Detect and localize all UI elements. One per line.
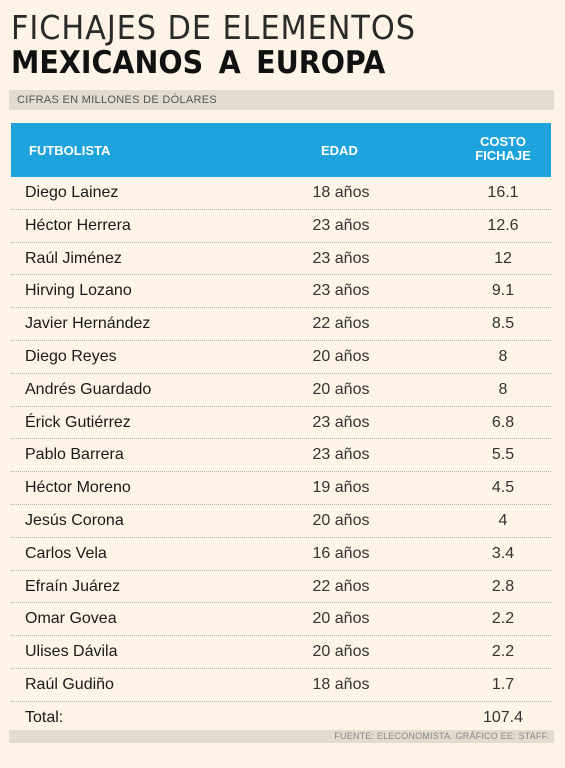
player-name: Pablo Barrera [25, 446, 124, 464]
transfer-cost: 12 [494, 249, 512, 267]
transfer-cost: 4.5 [491, 479, 515, 497]
player-name: Andrés Guardado [25, 380, 152, 398]
player-name: Diego Reyes [25, 347, 117, 365]
transfer-cost: 8.5 [491, 315, 515, 333]
transfer-cost: 3.4 [491, 544, 515, 562]
table-row: Diego Lainez 18 años 16.1 [11, 177, 551, 210]
table-header: FUTBOLISTA EDAD COSTO FICHAJE [11, 123, 551, 177]
transfer-table: FUTBOLISTA EDAD COSTO FICHAJE Diego Lain… [11, 123, 551, 734]
table-row: Raúl Jiménez 23 años 12 [11, 243, 551, 276]
header-cost-line1: COSTO [480, 134, 526, 149]
player-name: Omar Govea [25, 610, 117, 628]
table-row: Diego Reyes 20 años 8 [11, 341, 551, 374]
player-name: Efraín Juárez [25, 577, 121, 595]
player-name: Diego Lainez [25, 184, 119, 201]
player-name: Héctor Herrera [25, 216, 131, 234]
table-row: Hirving Lozano 23 años 9.1 [11, 275, 551, 309]
player-age: 18 años [312, 675, 370, 693]
player-age: 23 años [312, 413, 370, 431]
subtitle: CIFRAS EN MILLONES DE DÓLARES [17, 94, 218, 106]
player-age: 19 años [312, 479, 370, 497]
header-player: FUTBOLISTA [29, 143, 111, 158]
table-row: Carlos Vela 16 años 3.4 [11, 538, 551, 571]
transfer-cost: 6.8 [491, 413, 515, 431]
player-age: 18 años [312, 184, 370, 201]
table-row: Pablo Barrera 23 años 5.5 [11, 439, 551, 473]
table-row: Jesús Corona 20 años 4 [11, 505, 551, 538]
transfer-cost: 8 [498, 380, 508, 398]
transfer-cost: 1.7 [491, 675, 515, 693]
table-row: Ulises Dávila 20 años 2.2 [11, 636, 551, 669]
player-name: Jesús Corona [25, 511, 124, 529]
title-line-2: MEXICANOS A EUROPA [11, 45, 386, 81]
table-body: Diego Lainez 18 años 16.1 Héctor Herrera 23 … [11, 177, 551, 702]
transfer-cost: 2.2 [491, 610, 515, 628]
subtitle-band: CIFRAS EN MILLONES DE DÓLARES [9, 90, 554, 110]
table-row: Héctor Moreno 19 años 4.5 [11, 472, 551, 505]
player-name: Érick Gutiérrez [25, 413, 131, 431]
total-row: Total: 107.4 [11, 702, 551, 734]
table-row: Héctor Herrera 23 años 12.6 [11, 210, 551, 243]
player-age: 20 años [312, 380, 370, 398]
player-age: 22 años [312, 577, 370, 595]
header-age: EDAD [321, 143, 358, 158]
player-age: 20 años [312, 347, 370, 365]
table-row: Raúl Gudiño 18 años 1.7 [11, 669, 551, 702]
transfer-cost: 4 [498, 511, 508, 529]
source-band: FUENTE: ELECONOMISTA. GRÁFICO EE: STAFF. [9, 730, 554, 743]
transfer-cost: 8 [498, 347, 508, 365]
total-value: 107.4 [482, 708, 524, 726]
player-name: Hirving Lozano [25, 282, 132, 300]
table-row: Andrés Guardado 20 años 8 [11, 374, 551, 407]
player-age: 23 años [312, 282, 370, 300]
transfer-cost: 2.2 [491, 643, 515, 661]
table-row: Javier Hernández 22 años 8.5 [11, 308, 551, 341]
transfer-cost: 12.6 [487, 216, 519, 234]
player-age: 23 años [312, 216, 370, 234]
player-age: 23 años [312, 446, 370, 464]
player-age: 20 años [312, 610, 370, 628]
table-row: Érick Gutiérrez 23 años 6.8 [11, 407, 551, 440]
transfer-cost: 2.8 [491, 577, 515, 595]
player-name: Javier Hernández [25, 315, 151, 333]
table-row: Omar Govea 20 años 2.2 [11, 603, 551, 637]
header-cost-line2: FICHAJE [475, 148, 531, 163]
player-age: 23 años [312, 249, 370, 267]
player-name: Raúl Jiménez [25, 249, 122, 267]
player-age: 20 años [312, 511, 370, 529]
player-age: 16 años [312, 544, 370, 562]
source-note: FUENTE: ELECONOMISTA. GRÁFICO EE: STAFF. [334, 731, 549, 741]
player-name: Ulises Dávila [25, 643, 118, 661]
table-row: Efraín Juárez 22 años 2.8 [11, 571, 551, 604]
transfer-cost: 16.1 [487, 184, 519, 201]
header-cost: COSTO FICHAJE [473, 135, 533, 163]
player-name: Carlos Vela [25, 544, 107, 562]
player-name: Raúl Gudiño [25, 675, 114, 693]
transfer-cost: 9.1 [491, 282, 515, 300]
transfer-cost: 5.5 [491, 446, 515, 464]
player-name: Héctor Moreno [25, 479, 131, 497]
player-age: 20 años [312, 643, 370, 661]
total-label: Total: [25, 708, 64, 726]
title-line-1: FICHAJES DE ELEMENTOS [11, 8, 416, 47]
player-age: 22 años [312, 315, 370, 333]
